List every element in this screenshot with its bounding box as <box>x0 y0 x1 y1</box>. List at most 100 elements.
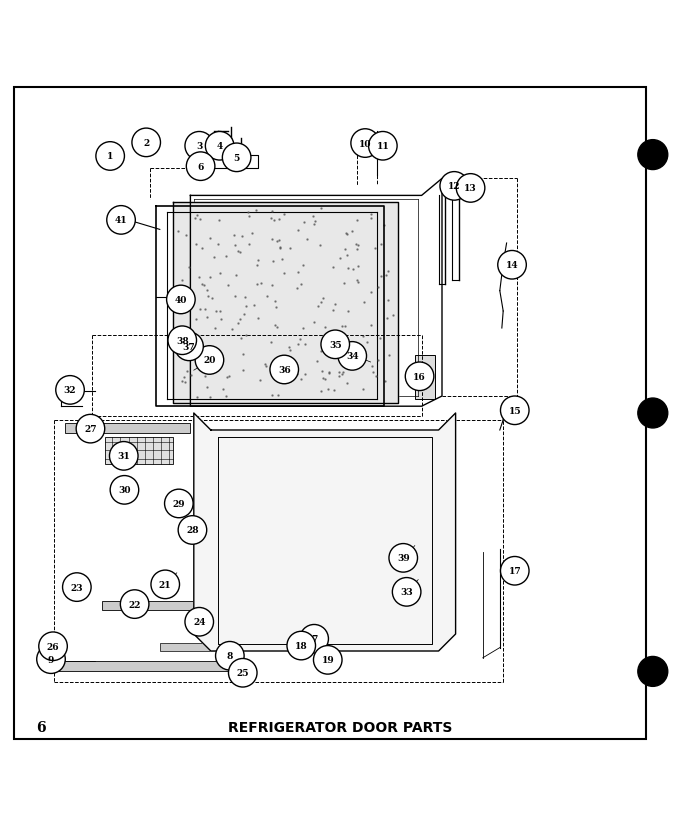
Point <box>274 234 285 247</box>
Point <box>273 389 284 402</box>
Point <box>292 283 303 296</box>
Point <box>202 311 213 324</box>
Point <box>358 330 369 343</box>
Point <box>198 280 209 293</box>
Point <box>266 212 277 225</box>
Point <box>207 292 218 305</box>
Point <box>357 383 368 396</box>
Point <box>243 237 254 251</box>
Circle shape <box>109 442 138 471</box>
Point <box>267 232 277 246</box>
Circle shape <box>120 590 149 619</box>
Point <box>293 338 304 351</box>
Point <box>269 295 280 308</box>
Point <box>271 301 282 314</box>
Point <box>384 349 394 362</box>
Circle shape <box>96 142 124 171</box>
Point <box>194 213 205 227</box>
Text: 40: 40 <box>175 295 187 304</box>
Text: REFRIGERATOR DOOR PARTS: REFRIGERATOR DOOR PARTS <box>228 720 452 734</box>
Point <box>362 336 373 349</box>
Circle shape <box>300 624 328 653</box>
Circle shape <box>39 632 67 661</box>
Point <box>368 366 379 380</box>
Point <box>268 255 279 268</box>
Text: 21: 21 <box>159 581 171 589</box>
Point <box>292 361 303 375</box>
Circle shape <box>167 286 195 314</box>
Circle shape <box>222 144 251 172</box>
Text: 10: 10 <box>359 140 371 148</box>
Text: 14: 14 <box>506 261 518 270</box>
Bar <box>65 423 190 434</box>
Circle shape <box>151 571 180 599</box>
Point <box>207 345 218 358</box>
Circle shape <box>638 141 668 170</box>
Text: 12: 12 <box>448 182 460 191</box>
Point <box>203 290 214 304</box>
Point <box>176 283 187 296</box>
Point <box>316 295 326 308</box>
Point <box>214 304 225 318</box>
Point <box>267 279 277 292</box>
Point <box>256 276 267 289</box>
Point <box>327 304 338 317</box>
Point <box>365 286 376 299</box>
Point <box>298 259 309 272</box>
Point <box>260 360 271 373</box>
Point <box>234 313 245 327</box>
Point <box>367 360 377 373</box>
Point <box>311 355 322 368</box>
Point <box>337 368 348 381</box>
Bar <box>221 530 428 541</box>
Point <box>352 243 363 256</box>
Text: 19: 19 <box>322 656 334 665</box>
Point <box>313 300 324 313</box>
Point <box>221 390 232 403</box>
Text: 25: 25 <box>237 668 249 677</box>
Point <box>252 278 263 291</box>
Point <box>205 391 216 404</box>
Point <box>195 304 206 317</box>
Polygon shape <box>173 203 398 404</box>
Text: 39: 39 <box>397 553 409 562</box>
Point <box>317 372 328 385</box>
Point <box>380 375 391 388</box>
Circle shape <box>175 332 203 361</box>
Bar <box>415 356 435 400</box>
Point <box>338 366 349 379</box>
Point <box>294 333 305 347</box>
Text: 26: 26 <box>47 642 59 651</box>
Text: 30: 30 <box>118 485 131 495</box>
Text: 38: 38 <box>176 337 188 346</box>
Circle shape <box>405 362 434 391</box>
Circle shape <box>107 207 135 235</box>
Point <box>272 321 283 334</box>
Circle shape <box>216 642 244 670</box>
Point <box>224 370 235 383</box>
Point <box>189 213 200 226</box>
Point <box>191 313 202 326</box>
Circle shape <box>500 396 529 425</box>
Point <box>366 212 377 225</box>
Point <box>190 330 201 343</box>
Point <box>316 385 327 398</box>
Point <box>366 208 377 222</box>
Text: 1: 1 <box>107 152 114 161</box>
Point <box>341 227 352 241</box>
Point <box>192 390 203 404</box>
Point <box>267 390 277 403</box>
Point <box>239 290 250 304</box>
Point <box>190 238 201 251</box>
Point <box>292 266 303 280</box>
Point <box>235 332 246 345</box>
Point <box>276 253 287 266</box>
Bar <box>105 437 173 465</box>
Point <box>348 347 359 361</box>
Text: 8: 8 <box>226 652 233 661</box>
Bar <box>177 357 214 370</box>
Point <box>333 366 344 380</box>
Point <box>271 235 282 248</box>
Point <box>248 299 259 312</box>
Circle shape <box>498 251 526 280</box>
